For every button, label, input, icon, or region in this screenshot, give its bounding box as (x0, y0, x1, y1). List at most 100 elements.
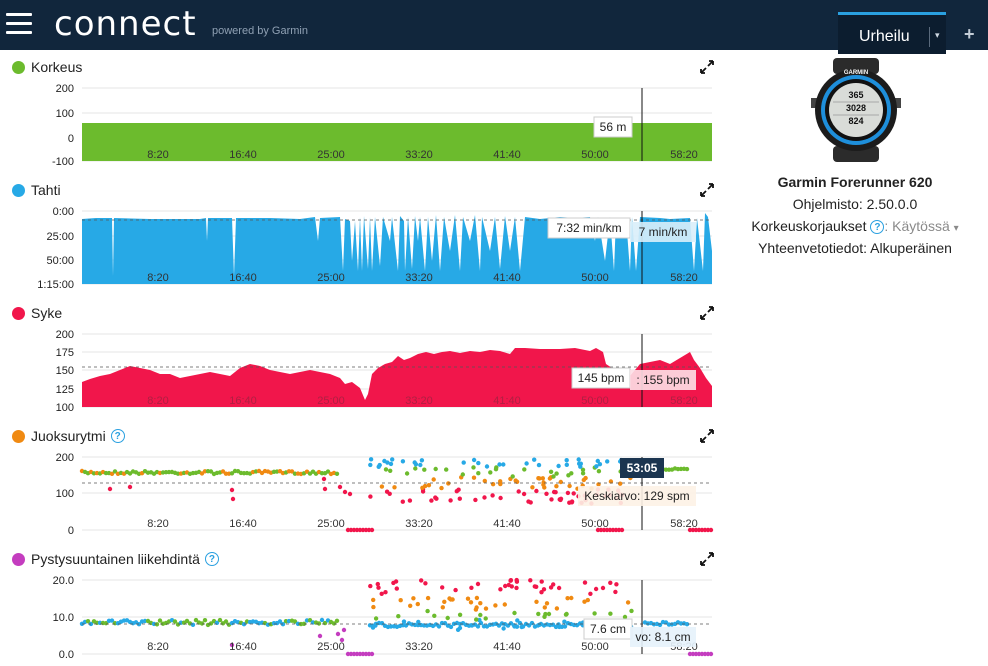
vertical-oscillation-dot (708, 651, 714, 657)
x-tick: 8:20 (147, 395, 168, 407)
cadence-dot (567, 500, 572, 505)
sport-dropdown[interactable]: Urheilu ▾ (838, 12, 946, 54)
vertical-oscillation-dot (442, 599, 447, 604)
cadence-dot (325, 469, 331, 474)
vertical-oscillation-average-tooltip: vo: 8.1 cm (635, 630, 690, 644)
expand-icon[interactable] (700, 552, 714, 566)
expand-icon[interactable] (700, 306, 714, 320)
pace-legend-dot (12, 183, 25, 197)
vertical-oscillation-dot (341, 627, 347, 633)
cadence-dot (548, 469, 554, 474)
vertical-oscillation-dot (371, 597, 376, 603)
x-tick: 8:20 (147, 641, 168, 653)
cadence-dot (498, 495, 503, 501)
cadence-dot (107, 486, 113, 492)
cadence-dot (490, 493, 495, 498)
elevation-corrections-dropdown[interactable]: : Käytössä (884, 218, 950, 234)
cadence-legend-dot (12, 429, 25, 443)
cadence-dot (708, 527, 714, 533)
cadence-dot (400, 459, 406, 464)
vertical-oscillation-dot (425, 595, 431, 601)
vertical-oscillation-dot (515, 618, 520, 623)
help-icon[interactable]: ? (204, 552, 219, 566)
vertical-oscillation-dot (223, 619, 229, 624)
vertical-oscillation-dot (514, 624, 520, 629)
vertical-oscillation-dot (416, 619, 421, 625)
vertical-oscillation-dot (468, 600, 474, 605)
heart-rate-legend-dot (12, 306, 25, 320)
cadence-dot (461, 460, 466, 465)
cadence-dot (497, 462, 502, 467)
y-tick: 125 (56, 384, 74, 396)
vertical-oscillation-dot (562, 619, 567, 624)
y-tick: 200 (56, 452, 74, 464)
vertical-oscillation-dot (546, 611, 552, 617)
caret-down-icon[interactable]: ▾ (935, 30, 940, 40)
vertical-oscillation-dot (394, 586, 399, 591)
cadence-dot (431, 477, 436, 482)
elevation-corrections-row: Korkeuskorjaukset ?: Käytössä ▾ (730, 218, 980, 235)
vertical-oscillation-dot (569, 595, 574, 601)
vertical-oscillation-dot (508, 578, 513, 583)
expand-icon[interactable] (700, 429, 714, 443)
cadence-dot (476, 471, 481, 476)
vertical-oscillation-dot (398, 598, 403, 603)
vertical-oscillation-dot (625, 600, 631, 605)
help-icon[interactable]: ? (870, 220, 885, 235)
cadence-dot (321, 476, 327, 482)
cadence-dot (429, 498, 434, 503)
watch-image: GARMIN 365 3028 824 (811, 58, 901, 162)
watch-readout-line: 824 (848, 116, 863, 126)
x-tick: 33:20 (405, 641, 433, 653)
cadence-chart: Juoksurytmi ? 200 100 0 8:20 16:40 25:00… (0, 427, 720, 537)
x-tick: 50:00 (581, 272, 609, 284)
expand-icon[interactable] (700, 183, 714, 197)
vertical-oscillation-dot (448, 624, 454, 630)
watch-brand: GARMIN (844, 70, 868, 76)
time-flag: 53:05 (627, 461, 658, 475)
y-tick: 25:00 (46, 231, 74, 243)
vertical-oscillation-dot (554, 606, 560, 611)
cadence-dot (513, 478, 518, 483)
caret-down-icon[interactable]: ▾ (953, 223, 959, 234)
heart-rate-area (82, 348, 712, 407)
help-icon[interactable]: ? (110, 429, 125, 443)
cadence-dot (368, 457, 374, 462)
vertical-oscillation-chart-title: Pystysuuntainen liikehdintä ? (12, 550, 219, 568)
cadence-dot (482, 495, 487, 500)
vertical-oscillation-dot (474, 605, 479, 610)
cadence-dot (369, 527, 375, 533)
vertical-oscillation-dot (465, 596, 471, 601)
vertical-oscillation-dot (614, 582, 619, 587)
vertical-oscillation-dot (528, 578, 533, 583)
vertical-oscillation-dot (371, 604, 376, 610)
cadence-dot (419, 458, 425, 463)
menu-icon[interactable] (6, 13, 32, 35)
vertical-oscillation-dot (532, 584, 537, 589)
vertical-oscillation-chart: Pystysuuntainen liikehdintä ? 20.0 10.0 … (0, 550, 720, 661)
cadence-dot (368, 494, 373, 499)
y-tick: 175 (56, 347, 74, 359)
expand-icon[interactable] (700, 60, 714, 74)
vertical-oscillation-dot (317, 633, 323, 639)
cadence-dot (521, 491, 527, 497)
y-tick: -100 (52, 156, 74, 168)
vertical-oscillation-dot (383, 590, 388, 595)
cadence-dot (289, 469, 295, 474)
add-icon[interactable]: + (964, 24, 975, 44)
vertical-oscillation-dot (379, 591, 384, 596)
vertical-oscillation-dot (684, 622, 690, 627)
cadence-dot (501, 462, 506, 467)
pace-title-text: Tahti (31, 182, 61, 198)
cadence-plot: 200 100 0 8:20 16:40 25:00 33:20 41:40 5… (56, 452, 714, 537)
y-tick: 0.0 (59, 649, 74, 661)
powered-by-text: powered by Garmin (212, 25, 308, 37)
connect-logo[interactable]: connect (54, 4, 197, 44)
cadence-dot (549, 497, 554, 502)
elevation-plot: 200 100 0 -100 8:20 16:40 25:00 33:20 41… (52, 83, 712, 168)
cadence-dot (422, 467, 427, 472)
summary-data-source: Yhteenvetotiedot: Alkuperäinen (758, 240, 952, 256)
vertical-oscillation-dot (541, 587, 547, 592)
vertical-oscillation-dot (529, 620, 535, 626)
y-tick: 150 (56, 365, 74, 377)
